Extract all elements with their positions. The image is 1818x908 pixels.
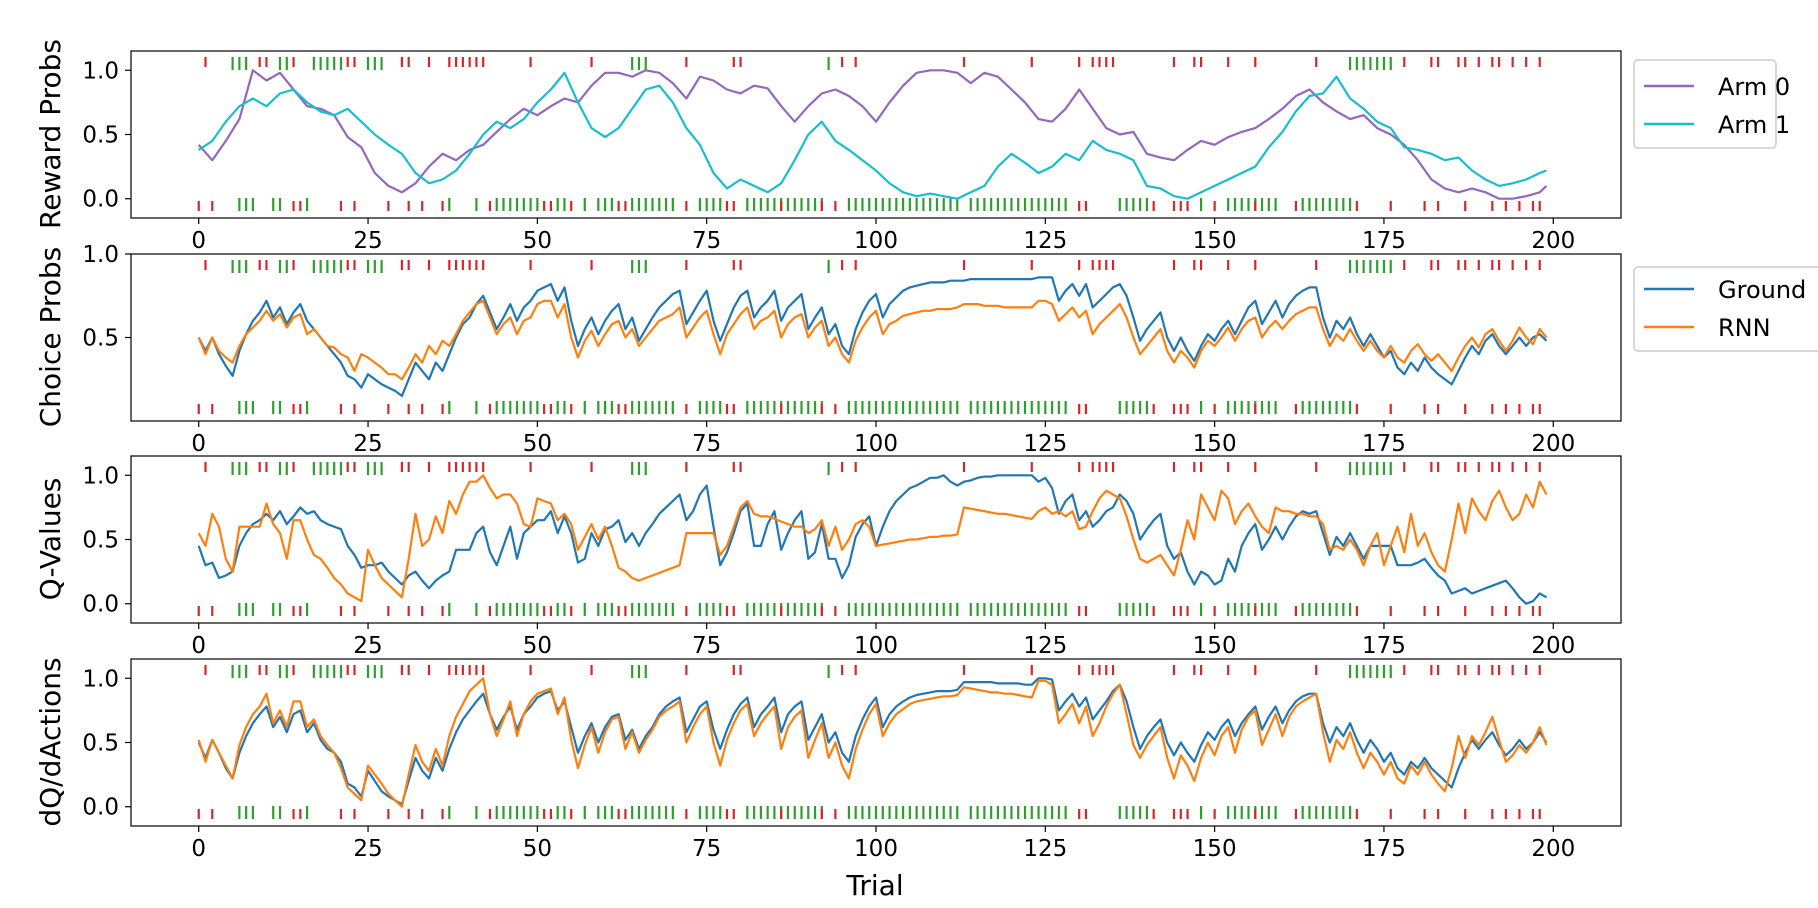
x-tick-label: 150: [1193, 228, 1237, 254]
legend-0-label-arm1: Arm 1: [1718, 111, 1790, 139]
legend-1-label-ground: Ground: [1718, 276, 1806, 304]
x-tick-label: 75: [692, 633, 721, 659]
x-tick-label: 175: [1362, 836, 1406, 862]
x-tick-label: 75: [692, 228, 721, 254]
series-line-rnn: [197, 299, 1548, 381]
y-tick-label: 1.0: [82, 463, 119, 489]
x-tick-label: 150: [1193, 431, 1237, 457]
y-tick-label: 1.0: [82, 666, 119, 692]
panel-2-frame: [130, 455, 1622, 624]
panel-0-marks: 0 25 50 75 100 125 150 175 200 0.0 0.5 1.0: [82, 57, 1575, 254]
x-tick-label: 150: [1193, 836, 1237, 862]
x-tick-label: 25: [353, 228, 382, 254]
series-line-ground: [197, 474, 1548, 605]
x-tick-label: 125: [1023, 228, 1067, 254]
legend-0-label-arm0: Arm 0: [1718, 73, 1790, 101]
series-line-arm-1: [198, 71, 1547, 200]
panel-dq-dactions: 0 25 50 75 100 125 150 175 200 0.0 0.5 1.0 dQ/dActi…: [34, 657, 1622, 902]
panel-2-ylabel: Q-Values: [34, 478, 67, 601]
x-tick-label: 175: [1362, 431, 1406, 457]
x-tick-label: 125: [1023, 633, 1067, 659]
panel-3-frame: [130, 658, 1622, 827]
x-tick-label: 25: [353, 431, 382, 457]
y-tick-label: 0.0: [82, 187, 119, 213]
x-tick-label: 100: [854, 836, 898, 862]
x-tick-label: 50: [523, 431, 552, 457]
panel-3-marks: 0 25 50 75 100 125 150 175 200 0.0 0.5 1.0: [82, 665, 1575, 862]
x-tick-label: 100: [854, 431, 898, 457]
x-tick-label: 100: [854, 633, 898, 659]
panel-3-ylabel: dQ/dActions: [34, 657, 67, 826]
y-tick-label: 1.0: [82, 58, 119, 84]
panel-1-frame: [130, 253, 1622, 422]
x-tick-label: 0: [191, 633, 206, 659]
x-tick-label: 75: [692, 431, 721, 457]
y-tick-label: 0.0: [82, 592, 119, 618]
x-tick-label: 200: [1531, 836, 1575, 862]
panel-0-frame: [130, 50, 1622, 219]
x-tick-label: 175: [1362, 228, 1406, 254]
series-line-rnn: [197, 677, 1548, 808]
x-tick-label: 200: [1531, 431, 1575, 457]
x-tick-label: 0: [191, 836, 206, 862]
series-line-ground: [197, 677, 1548, 806]
series-line-ground: [197, 276, 1548, 397]
x-tick-label: 125: [1023, 431, 1067, 457]
x-tick-label: 50: [523, 836, 552, 862]
legend-0-box: [1633, 59, 1777, 149]
legend-1-label-rnn: RNN: [1718, 314, 1771, 342]
panel-reward-probs: 0 25 50 75 100 125 150 175 200 0.0 0.5 1.0 Reward P…: [34, 39, 1622, 254]
x-tick-label: 50: [523, 228, 552, 254]
panel-1-marks: 0 25 50 75 100 125 150 175 200 0.5 1.0: [82, 242, 1575, 457]
x-tick-label: 200: [1531, 633, 1575, 659]
panel-1-ylabel: Choice Probs: [34, 247, 67, 428]
x-tick-label: 175: [1362, 633, 1406, 659]
x-tick-label: 200: [1531, 228, 1575, 254]
x-tick-label: 25: [353, 633, 382, 659]
x-tick-label: 100: [854, 228, 898, 254]
panel-2-marks: 0 25 50 75 100 125 150 175 200 0.0 0.5 1.0: [82, 462, 1575, 659]
x-tick-label: 50: [523, 633, 552, 659]
y-tick-label: 0.5: [82, 123, 119, 149]
x-tick-label: 0: [191, 431, 206, 457]
x-tick-label: 150: [1193, 633, 1237, 659]
legend-choice-probs: Ground RNN: [1633, 266, 1818, 352]
x-tick-label: 0: [191, 228, 206, 254]
y-tick-label: 0.5: [82, 528, 119, 554]
legend-reward-probs: Arm 0 Arm 1: [1633, 59, 1790, 149]
panel-3-xlabel: Trial: [845, 869, 903, 902]
x-tick-label: 125: [1023, 836, 1067, 862]
y-tick-label: 1.0: [82, 242, 119, 268]
panel-choice-probs: 0 25 50 75 100 125 150 175 200 0.5 1.0 Choice Prob…: [34, 242, 1622, 457]
x-tick-label: 25: [353, 836, 382, 862]
y-tick-label: 0.5: [82, 326, 119, 352]
y-tick-label: 0.0: [82, 795, 119, 821]
x-tick-label: 75: [692, 836, 721, 862]
y-tick-label: 0.5: [82, 731, 119, 757]
panel-q-values: 0 25 50 75 100 125 150 175 200 0.0 0.5 1.0 Q-Values: [34, 455, 1622, 659]
series-line-rnn: [197, 474, 1548, 603]
panel-0-ylabel: Reward Probs: [34, 39, 67, 229]
series-line-arm-0: [197, 69, 1548, 200]
